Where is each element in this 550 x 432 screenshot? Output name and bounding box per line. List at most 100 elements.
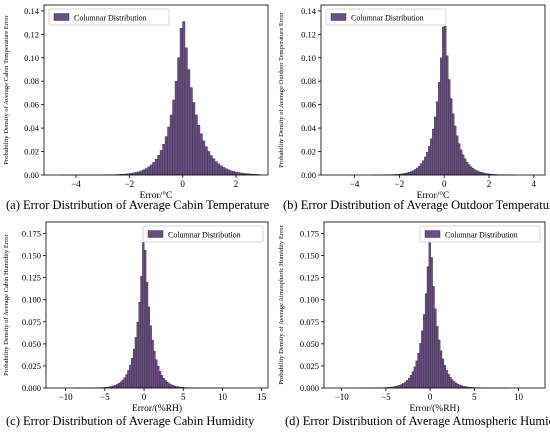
histogram-bar — [408, 377, 411, 389]
caption-b: (b) Error Distribution of Average Outdoo… — [283, 198, 550, 212]
histogram-bar — [182, 21, 186, 176]
histogram-bar — [194, 114, 198, 176]
histogram-bar — [164, 136, 168, 176]
y-tick-label: 0.000 — [300, 383, 319, 393]
plot-frame — [45, 221, 269, 389]
histogram-bar — [459, 149, 463, 176]
histogram-bar — [162, 377, 165, 389]
histogram-bar — [467, 164, 471, 176]
histogram-bar — [168, 383, 171, 389]
histogram-bar — [455, 135, 459, 176]
histogram-bar — [465, 161, 469, 176]
y-tick-label: 0.06 — [24, 100, 39, 110]
chart-d-svg: −10 −5 0 5 10 0.000 0.025 0.050 0.075 0.100 0.125 0… — [278, 221, 546, 414]
plot-frame — [320, 4, 546, 176]
histogram-bar — [451, 113, 455, 176]
histogram-bar — [418, 165, 421, 176]
histogram-bar — [449, 98, 453, 176]
chart-panel-c: −10 −5 0 5 10 15 0.000 0.025 0.050 0.075 0.100 0.12… — [0, 216, 275, 432]
x-tick-label: 4 — [532, 179, 537, 189]
histogram-bar — [438, 82, 441, 176]
histogram-bar — [406, 380, 409, 389]
histogram-bar — [421, 330, 424, 389]
histogram-bar — [409, 375, 413, 389]
histogram-bar — [177, 57, 181, 176]
histogram-bar — [192, 102, 196, 176]
histogram-bar — [154, 159, 158, 176]
histogram-bar — [207, 151, 211, 176]
histogram-bar — [145, 282, 149, 389]
histogram-bars — [372, 25, 517, 176]
histogram-bar — [125, 374, 128, 389]
legend-swatch — [424, 230, 441, 238]
histogram-bar — [441, 358, 445, 389]
histogram-bar — [453, 381, 456, 389]
histogram-bar — [445, 370, 448, 389]
histogram-bar — [469, 166, 473, 176]
x-tick-label: −2 — [125, 179, 135, 189]
histogram-bar — [400, 384, 403, 389]
histogram-bar — [463, 158, 467, 176]
histogram-bar — [417, 353, 420, 389]
plot-frame — [323, 221, 546, 389]
histogram-bar — [422, 160, 425, 176]
histogram-bar — [204, 146, 208, 176]
histogram-bar — [457, 143, 461, 176]
histogram-bar — [447, 374, 450, 389]
histogram-bar — [451, 379, 454, 389]
histogram-bar — [119, 381, 123, 389]
y-tick-label: 0.125 — [22, 273, 41, 283]
x-tick-label: 10 — [514, 392, 524, 402]
histogram-bar — [415, 360, 418, 389]
histogram-bar — [398, 384, 401, 389]
histogram-bar — [456, 383, 460, 389]
y-tick-label: 0.075 — [22, 317, 41, 327]
histogram-bar — [144, 168, 148, 176]
chart-panel-d: −10 −5 0 5 10 0.000 0.025 0.050 0.075 0.100 0.125 0… — [275, 216, 550, 432]
y-tick-label: 0.175 — [22, 228, 41, 238]
histogram-bar — [137, 171, 141, 176]
y-axis-label: Probability Density of Average Cabin Hum… — [3, 233, 10, 375]
x-axis-label: Error/(%RH) — [409, 403, 459, 414]
x-tick-label: 0 — [428, 392, 433, 402]
y-tick-label: 0.00 — [301, 170, 316, 180]
histogram-bar — [116, 384, 119, 389]
y-tick-label: 0.08 — [301, 76, 316, 86]
histogram-bar — [140, 275, 143, 389]
histogram-bar — [436, 101, 439, 176]
histogram-bar — [199, 133, 203, 176]
histogram-bar — [184, 47, 188, 176]
histogram-bars — [59, 21, 261, 176]
histogram-bar — [134, 337, 137, 389]
legend-box — [48, 8, 170, 26]
histogram-bar — [155, 359, 158, 389]
legend-swatch — [53, 13, 70, 21]
x-tick-label: 5 — [181, 392, 186, 402]
histogram-bars — [73, 242, 223, 389]
legend-label: Columnar Distribution — [445, 231, 518, 240]
histogram-bar — [136, 321, 139, 389]
histogram-bar — [169, 114, 173, 176]
y-tick-label: 0.06 — [301, 100, 316, 110]
y-axis-label: Probability Density of Average Cabin Tem… — [3, 14, 10, 164]
histogram-bar — [443, 365, 446, 389]
y-tick-label: 0.10 — [301, 53, 316, 63]
y-tick-label: 0.12 — [24, 29, 39, 39]
histogram-bar — [167, 126, 171, 176]
x-tick-label: 0 — [180, 179, 185, 189]
histogram-bar — [471, 168, 475, 176]
histogram-bar — [217, 163, 221, 176]
y-tick-label: 0.050 — [22, 339, 41, 349]
histogram-bar — [153, 351, 156, 389]
histogram-bar — [147, 306, 151, 389]
y-tick-label: 0.02 — [24, 147, 39, 157]
histogram-bar — [114, 385, 117, 389]
legend-label: Columnar Distribution — [168, 231, 241, 240]
legend-box — [325, 8, 447, 26]
histogram-bar — [442, 26, 445, 176]
histogram-bar — [475, 170, 479, 176]
histogram-bar — [189, 87, 193, 176]
histogram-bar — [214, 161, 218, 176]
histogram-bar — [477, 171, 481, 176]
legend-box — [419, 225, 541, 243]
